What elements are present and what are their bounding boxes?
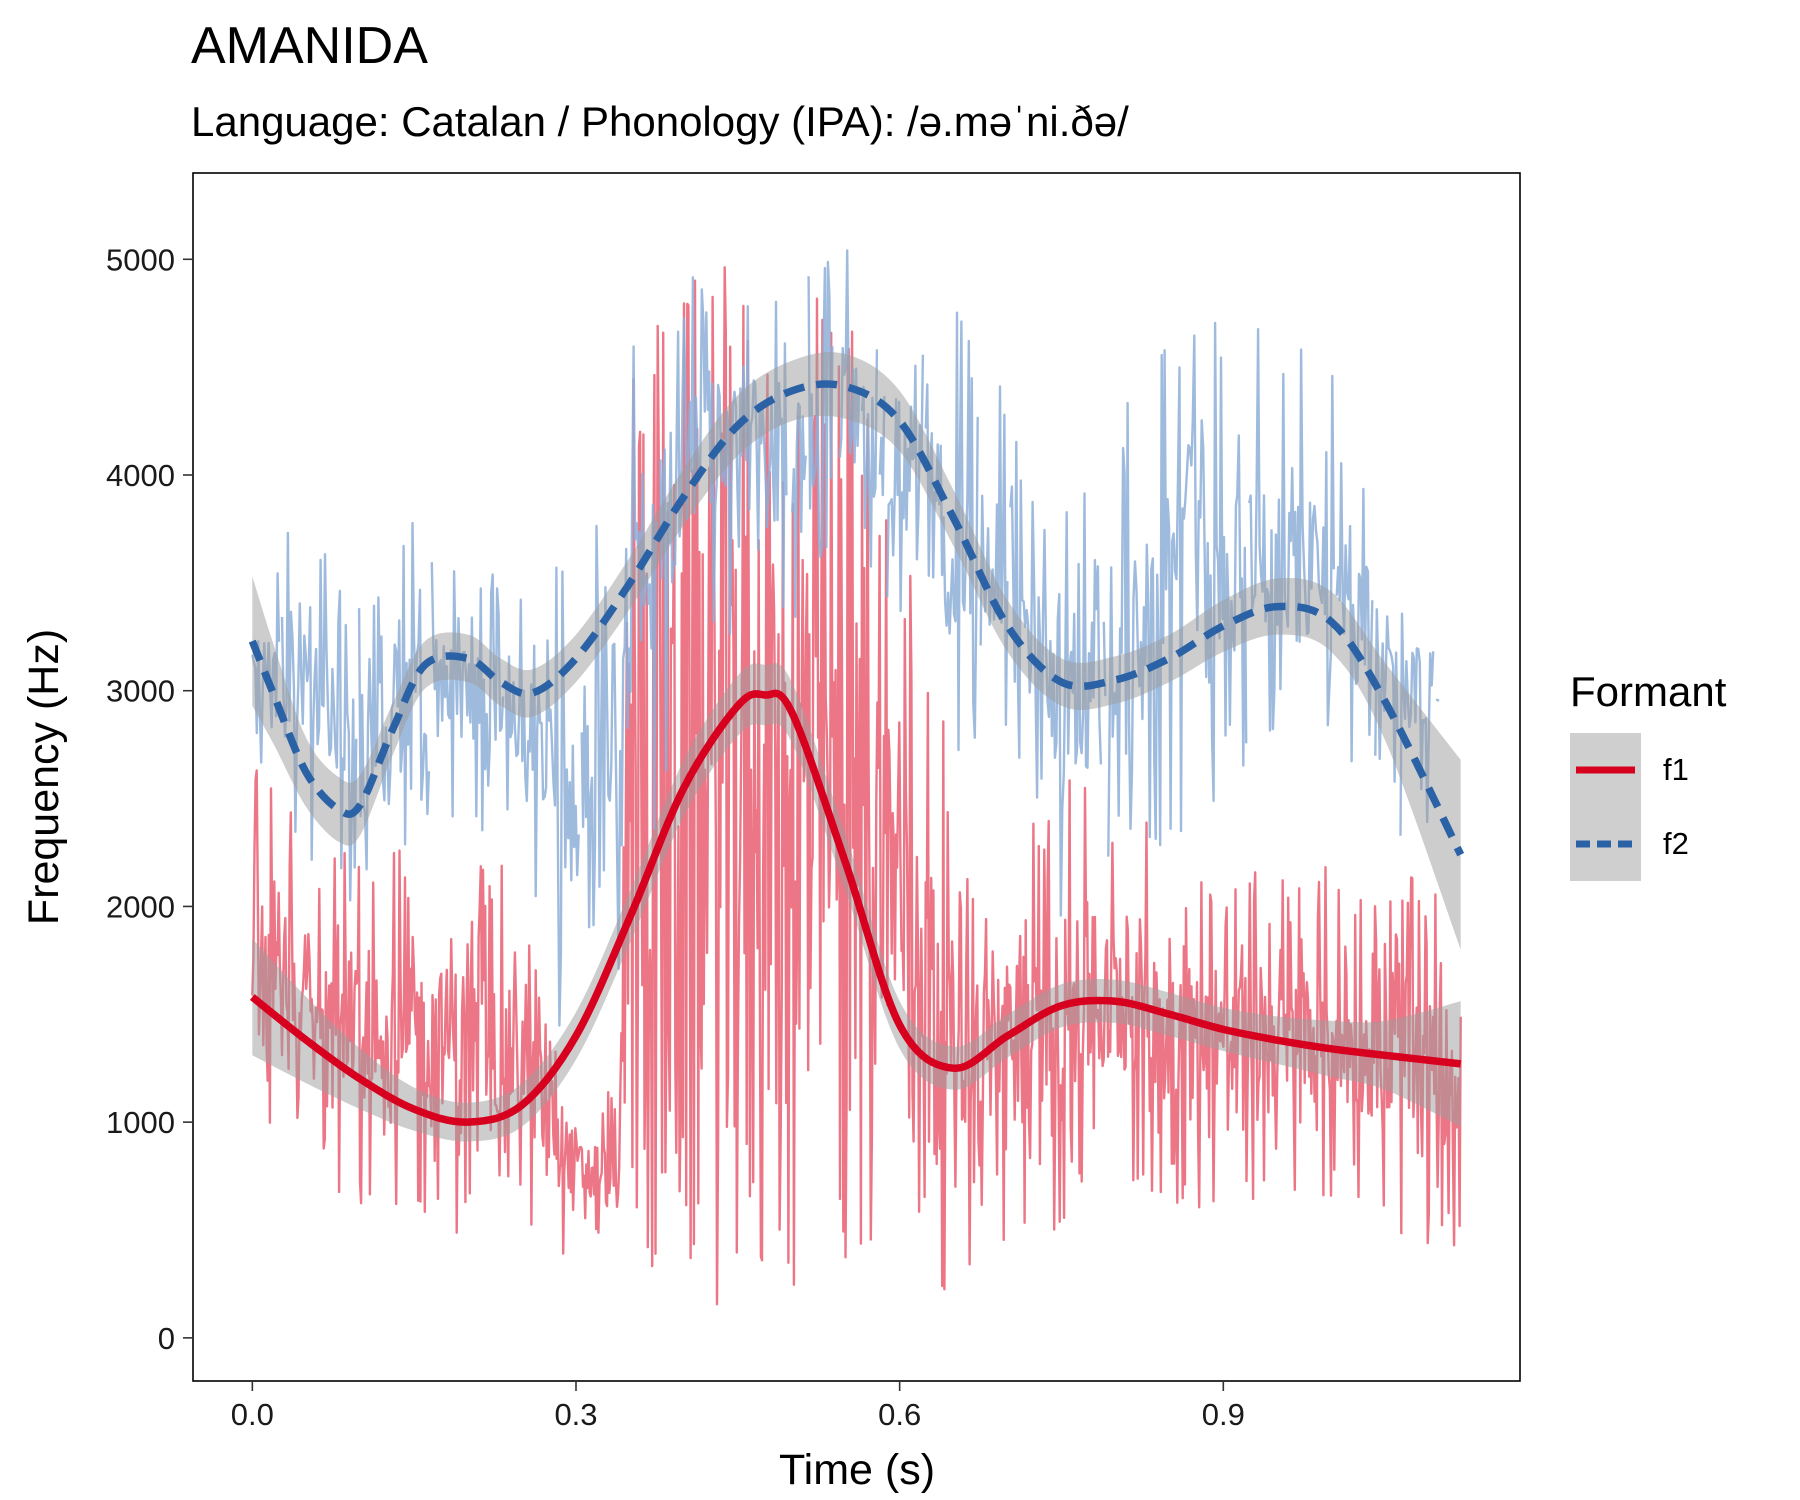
legend-title: Formant [1570, 668, 1727, 715]
legend: Formant f1 f2 [1570, 665, 1790, 881]
chart-subtitle: Language: Catalan / Phonology (IPA): /ə.… [191, 98, 1129, 145]
x-tick-label: 0.9 [1202, 1397, 1245, 1432]
legend-label-f1: f1 [1663, 752, 1689, 787]
x-axis-title: Time (s) [779, 1446, 935, 1494]
x-tick-label: 0.0 [231, 1397, 274, 1432]
y-axis-title: Frequency (Hz) [20, 629, 68, 925]
legend-label-f2: f2 [1663, 826, 1689, 861]
legend-item-f2: f2 [1570, 807, 1790, 881]
y-tick-label: 2000 [106, 889, 175, 924]
chart-title: AMANIDA [191, 17, 428, 75]
x-tick-label: 0.3 [554, 1397, 597, 1432]
f1-raw-trace [251, 266, 1462, 1306]
y-tick-label: 5000 [106, 242, 175, 277]
y-tick-label: 3000 [106, 674, 175, 709]
y-tick-label: 1000 [106, 1105, 175, 1140]
legend-item-f1: f1 [1570, 733, 1790, 807]
legend-key-f1 [1570, 733, 1641, 807]
plot-panel-border [192, 172, 1521, 1382]
f2-smoothed-line [248, 380, 1465, 857]
f1-smoothed-line [249, 689, 1462, 1126]
legend-key-f2 [1570, 807, 1641, 881]
f1-raw-measurements [251, 266, 1462, 1306]
y-tick-label: 4000 [106, 458, 175, 493]
f2-confidence-band [252, 352, 1461, 950]
x-tick-label: 0.6 [878, 1397, 921, 1432]
y-tick-label: 0 [158, 1321, 175, 1356]
axes: 0.0 0.3 0.6 0.9 0 1000 2000 3000 4000 5000 [106, 242, 1245, 1432]
smoothed-formant-lines [248, 380, 1465, 1126]
